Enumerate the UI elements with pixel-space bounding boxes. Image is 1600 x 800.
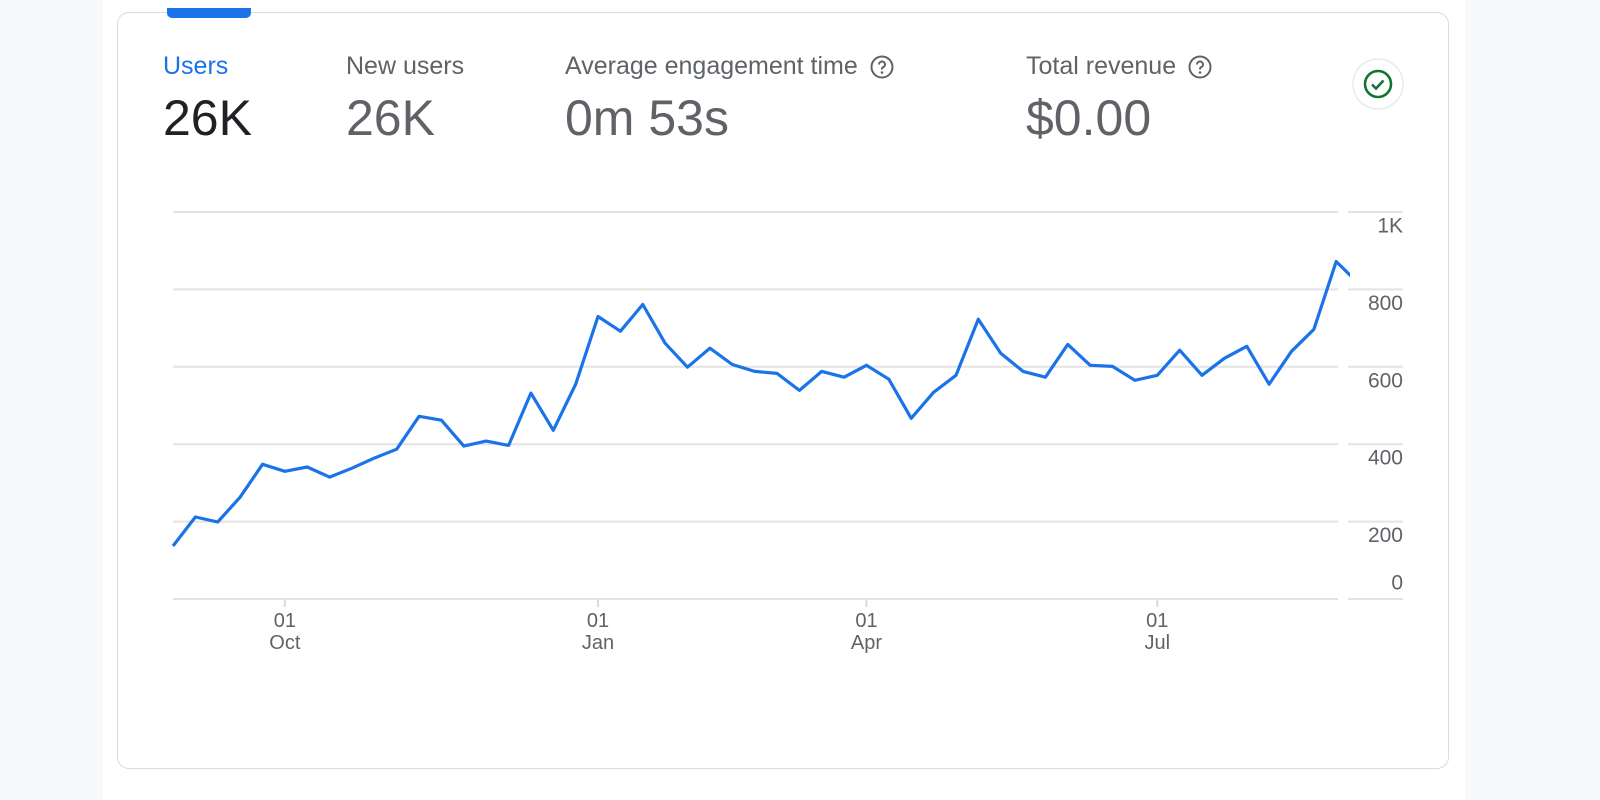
x-tick-label: 01 Jan bbox=[581, 610, 615, 654]
x-tick-label: 01 Jul bbox=[1144, 610, 1171, 654]
y-tick-label: 200 bbox=[1368, 524, 1403, 547]
metric-label: Users bbox=[163, 52, 252, 81]
metric-label-text: Average engagement time bbox=[565, 52, 858, 80]
y-tick-label: 800 bbox=[1368, 292, 1403, 315]
metric-label-text: Users bbox=[163, 52, 229, 80]
metric-tab[interactable]: Total revenue $0.00 bbox=[1026, 52, 1212, 147]
y-tick-label: 600 bbox=[1368, 369, 1403, 392]
metric-value: 26K bbox=[346, 90, 435, 146]
metric-label-text: New users bbox=[346, 52, 465, 80]
status-check-button[interactable] bbox=[1351, 57, 1405, 111]
y-tick-label: 400 bbox=[1368, 447, 1403, 470]
metric-label-text: Total revenue bbox=[1026, 52, 1177, 80]
metric-label: Total revenue bbox=[1026, 52, 1212, 81]
metric-value: $0.00 bbox=[1026, 90, 1152, 146]
metric-tab[interactable]: Average engagement time 0m 53s bbox=[565, 52, 894, 147]
metric-label: Average engagement time bbox=[565, 52, 894, 81]
metric-value: 26K bbox=[163, 90, 252, 146]
y-tick-label: 1K bbox=[1377, 215, 1403, 238]
card bbox=[117, 12, 1449, 769]
active-tab-indicator bbox=[167, 8, 251, 18]
x-tick-label: 01 Apr bbox=[850, 610, 883, 654]
help-icon[interactable] bbox=[1188, 55, 1212, 79]
data-line bbox=[171, 259, 1350, 547]
metric-tab[interactable]: Users 26K bbox=[163, 52, 252, 147]
help-icon[interactable] bbox=[870, 55, 894, 79]
y-tick-label: 0 bbox=[1391, 572, 1403, 595]
metric-tab[interactable]: New users 26K bbox=[346, 52, 464, 147]
metric-label: New users bbox=[346, 52, 464, 81]
metric-value: 0m 53s bbox=[565, 90, 729, 146]
x-tick-label: 01 Oct bbox=[269, 610, 301, 654]
